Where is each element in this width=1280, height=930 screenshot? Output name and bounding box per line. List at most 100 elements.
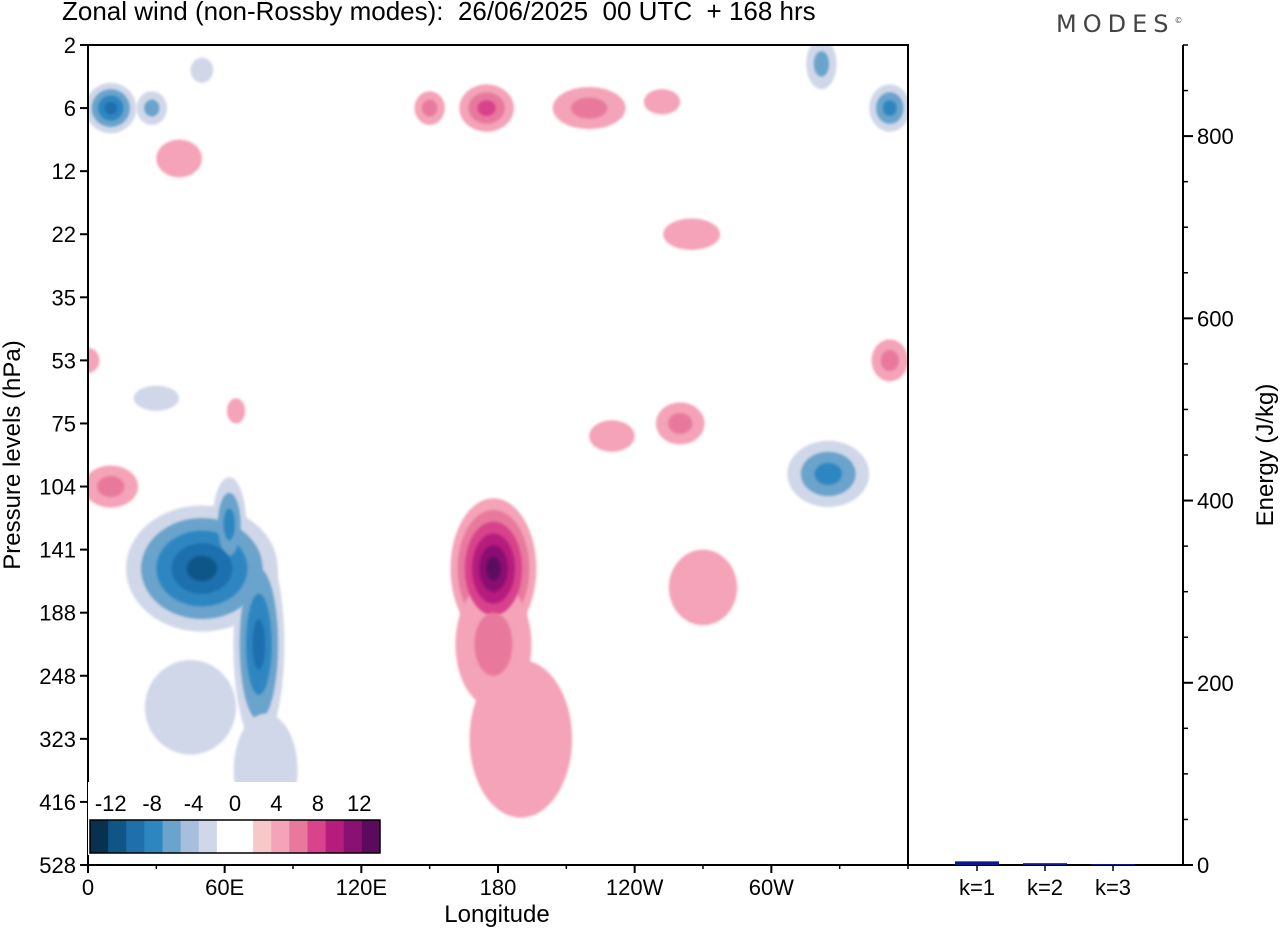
x-tick-label: 120E <box>336 875 387 900</box>
energy-bar <box>1091 864 1135 865</box>
wind-contour <box>186 555 218 582</box>
energy-bar <box>1023 863 1067 865</box>
colorbar-label: 8 <box>312 791 324 816</box>
energy-y-axis: 0 200 400 600 800 <box>1183 44 1234 878</box>
wind-contour <box>474 612 513 676</box>
y-tick-label: 2 <box>64 33 76 58</box>
wind-contour <box>144 99 160 117</box>
colorbar-label: -8 <box>142 791 162 816</box>
colorbar-swatch <box>144 820 163 853</box>
y-tick-label: 22 <box>52 222 76 247</box>
y-tick-label: 35 <box>52 285 76 310</box>
energy-category-label: k=3 <box>1095 875 1131 900</box>
colorbar-swatch <box>162 820 182 853</box>
y-axis: 2 6 12 22 35 53 75 104 141 188 248 323 416 528 <box>39 33 88 878</box>
wind-field <box>88 45 908 865</box>
wind-contour <box>589 420 635 452</box>
wind-contour <box>469 660 573 818</box>
wind-contour <box>223 508 235 541</box>
wind-contour <box>190 57 214 83</box>
wind-contour <box>570 97 608 119</box>
y-tick-label: 75 <box>52 411 76 436</box>
wind-contour <box>880 349 899 371</box>
colorbar-swatch <box>126 820 145 853</box>
energy-category-label: k=1 <box>959 875 995 900</box>
brand-text: MODES <box>1056 10 1175 38</box>
colorbar-swatch <box>216 820 236 853</box>
energy-bar <box>955 861 999 865</box>
wind-contour <box>156 139 202 178</box>
wind-contour <box>226 398 246 424</box>
y-tick-label: 104 <box>39 475 76 500</box>
colorbar-swatch <box>235 820 254 853</box>
colorbar-swatch <box>361 820 381 853</box>
energy-bars: k=1 k=2 k=3 <box>955 861 1135 900</box>
wind-contour <box>668 549 738 626</box>
wind-contour <box>252 619 266 670</box>
y-tick-label: 323 <box>39 727 76 752</box>
y-tick-label: 416 <box>39 790 76 815</box>
x-tick-label: 60W <box>749 875 794 900</box>
wind-contour <box>88 347 100 373</box>
wind-contour <box>422 99 438 117</box>
wind-contour <box>293 448 703 525</box>
colorbar-swatch <box>90 820 109 853</box>
y-axis-title: Pressure levels (hPa) <box>0 340 26 569</box>
y-tick-label: 141 <box>39 538 76 563</box>
x-tick-label: 0 <box>82 875 94 900</box>
energy-tick-label: 600 <box>1197 306 1234 331</box>
chart-title: Zonal wind (non-Rossby modes): 26/06/202… <box>62 0 816 26</box>
colorbar-swatch <box>198 820 218 853</box>
energy-tick-label: 800 <box>1197 124 1234 149</box>
wind-contour <box>663 218 721 251</box>
x-tick-label: 180 <box>480 875 517 900</box>
wind-contour <box>486 556 501 581</box>
wind-contour <box>668 412 693 434</box>
y-tick-label: 528 <box>39 853 76 878</box>
wind-contour <box>814 462 842 485</box>
colorbar-frame <box>89 819 381 854</box>
wind-contour <box>643 89 681 115</box>
energy-tick-label: 0 <box>1197 853 1209 878</box>
y-tick-label: 53 <box>52 348 76 373</box>
wind-contour <box>882 100 897 116</box>
colorbar-label: -12 <box>95 791 127 816</box>
y-tick-label: 12 <box>52 159 76 184</box>
modes-logo: MODES© <box>1056 10 1182 38</box>
y-tick-label: 248 <box>39 664 76 689</box>
copyright-mark: © <box>1174 16 1183 25</box>
colorbar: -12 -8 -4 0 4 8 12 <box>88 782 382 855</box>
wind-contour <box>477 100 496 116</box>
colorbar-swatch <box>253 820 272 853</box>
x-tick-label: 120W <box>606 875 664 900</box>
energy-panel: k=1 k=2 k=3 0 200 400 600 800 Energy (J/kg) <box>908 44 1279 900</box>
colorbar-swatch <box>108 820 127 853</box>
wind-contour <box>144 660 237 755</box>
wind-contour <box>104 101 118 115</box>
colorbar-swatch <box>289 820 308 853</box>
wind-contour <box>293 114 430 165</box>
colorbar-label: 4 <box>270 791 282 816</box>
colorbar-swatch <box>271 820 290 853</box>
wind-contour <box>813 51 830 77</box>
wind-contour <box>826 568 908 720</box>
colorbar-label: 12 <box>347 791 371 816</box>
wind-contour <box>97 476 125 498</box>
colorbar-swatch <box>325 820 345 853</box>
colorbar-swatch <box>180 820 200 853</box>
colorbar-label: -4 <box>184 791 204 816</box>
energy-category-label: k=2 <box>1027 875 1063 900</box>
energy-axis-title: Energy (J/kg) <box>1252 384 1279 527</box>
x-tick-label: 60E <box>205 875 244 900</box>
wind-contour <box>607 549 663 676</box>
energy-tick-label: 200 <box>1197 671 1234 696</box>
wind-contour <box>133 385 180 411</box>
energy-tick-label: 400 <box>1197 489 1234 514</box>
y-tick-label: 188 <box>39 601 76 626</box>
colorbar-label: 0 <box>229 791 241 816</box>
y-tick-label: 6 <box>64 96 76 121</box>
colorbar-swatch <box>343 820 363 853</box>
x-axis-title: Longitude <box>444 901 549 928</box>
x-axis: 0 60E 120E 180 120W 60W <box>82 865 909 900</box>
